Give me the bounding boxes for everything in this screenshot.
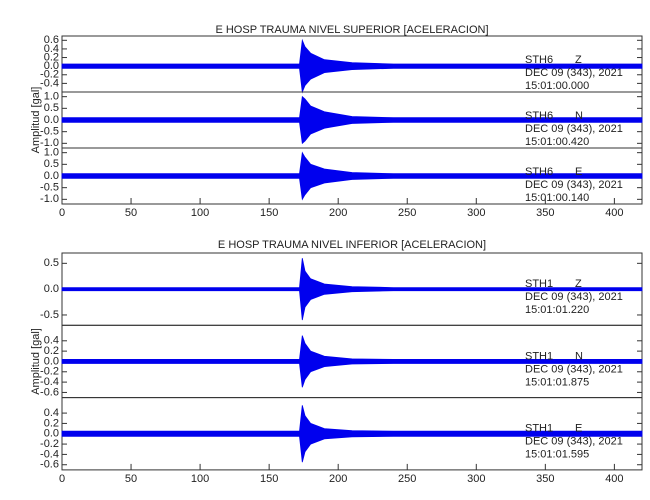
- y-tick-label: -0.4: [40, 376, 59, 388]
- station-label: STH1: [525, 278, 553, 290]
- y-tick-label: 0.0: [44, 283, 59, 295]
- x-tick-label: 250: [398, 207, 416, 219]
- y-tick-label: 0.0: [44, 114, 59, 126]
- y-tick-label: 0.2: [44, 51, 59, 63]
- y-tick-label: -0.6: [40, 386, 59, 398]
- time-label: 15:01:00.140: [525, 192, 589, 204]
- x-tick-label: 300: [467, 473, 485, 485]
- x-tick-label: 400: [605, 473, 623, 485]
- y-tick-label: -1.0: [40, 137, 59, 149]
- time-label: 15:01:01.595: [525, 449, 589, 461]
- station-label: STH6: [525, 166, 553, 178]
- date-label: DEC 09 (343), 2021: [525, 436, 623, 448]
- y-tick-label: 1.0: [44, 147, 59, 159]
- date-label: DEC 09 (343), 2021: [525, 363, 623, 375]
- y-tick-label: 0.0: [44, 428, 59, 440]
- trace-envelope: [61, 95, 643, 145]
- component-label: N: [575, 110, 583, 122]
- y-tick-label: -0.2: [40, 438, 59, 450]
- y-tick-label: -0.5: [40, 182, 59, 194]
- chart-title: E HOSP TRAUMA NIVEL SUPERIOR [ACELERACIO…: [215, 24, 488, 36]
- date-label: DEC 09 (343), 2021: [525, 179, 623, 191]
- time-label: 15:01:00.420: [525, 136, 589, 148]
- trace-envelope: [61, 335, 643, 388]
- y-tick-label: -0.6: [40, 459, 59, 471]
- y-tick-label: -0.5: [40, 126, 59, 138]
- x-tick-label: 300: [467, 207, 485, 219]
- x-tick-label: 250: [398, 473, 416, 485]
- y-tick-label: 0.5: [44, 102, 59, 114]
- station-label: STH6: [525, 54, 553, 66]
- time-label: 15:01:00.000: [525, 80, 589, 92]
- component-label: Z: [575, 278, 582, 290]
- y-tick-label: 0.5: [44, 257, 59, 269]
- y-tick-label: 0.0: [44, 355, 59, 367]
- component-label: Z: [575, 54, 582, 66]
- y-tick-label: 0.4: [44, 407, 59, 419]
- component-label: E: [575, 423, 582, 435]
- x-tick-label: 150: [260, 473, 278, 485]
- y-tick-label: 0.0: [44, 170, 59, 182]
- trace-envelope: [61, 405, 643, 463]
- y-tick-label: -0.5: [40, 309, 59, 321]
- x-tick-label: 400: [605, 207, 623, 219]
- time-label: 15:01:01.220: [525, 304, 589, 316]
- y-tick-label: -0.2: [40, 366, 59, 378]
- x-tick-label: 350: [536, 473, 554, 485]
- y-axis-label: Amplitud [gal]: [30, 87, 42, 154]
- x-tick-label: 0: [59, 473, 65, 485]
- y-tick-label: -0.4: [40, 77, 59, 89]
- date-label: DEC 09 (343), 2021: [525, 67, 623, 79]
- x-tick-label: 350: [536, 207, 554, 219]
- x-tick-label: 50: [125, 207, 137, 219]
- x-tick-label: 100: [191, 473, 209, 485]
- y-tick-label: 0.0: [44, 60, 59, 72]
- date-label: DEC 09 (343), 2021: [525, 123, 623, 135]
- chart-title: E HOSP TRAUMA NIVEL INFERIOR [ACELERACIO…: [218, 239, 486, 251]
- x-tick-label: 50: [125, 473, 137, 485]
- y-tick-label: 1.0: [44, 91, 59, 103]
- station-label: STH1: [525, 350, 553, 362]
- y-axis-label: Amplitud [gal]: [30, 328, 42, 395]
- component-label: E: [575, 166, 582, 178]
- y-tick-label: 0.4: [44, 335, 59, 347]
- y-tick-label: -0.2: [40, 69, 59, 81]
- trace-envelope: [61, 258, 643, 321]
- x-tick-label: 0: [59, 207, 65, 219]
- time-label: 15:01:01.875: [525, 376, 589, 388]
- date-label: DEC 09 (343), 2021: [525, 291, 623, 303]
- x-tick-label: 150: [260, 207, 278, 219]
- y-tick-label: -1.0: [40, 193, 59, 205]
- station-label: STH6: [525, 110, 553, 122]
- x-tick-label: 200: [329, 207, 347, 219]
- y-tick-label: 0.2: [44, 417, 59, 429]
- y-tick-label: -0.4: [40, 448, 59, 460]
- y-tick-label: 0.4: [44, 43, 59, 55]
- trace-envelope: [61, 151, 643, 201]
- x-tick-label: 100: [191, 207, 209, 219]
- station-label: STH1: [525, 423, 553, 435]
- component-label: N: [575, 350, 583, 362]
- x-tick-label: 200: [329, 473, 347, 485]
- y-tick-label: 0.5: [44, 158, 59, 170]
- y-tick-label: 0.2: [44, 345, 59, 357]
- y-tick-label: 0.6: [44, 34, 59, 46]
